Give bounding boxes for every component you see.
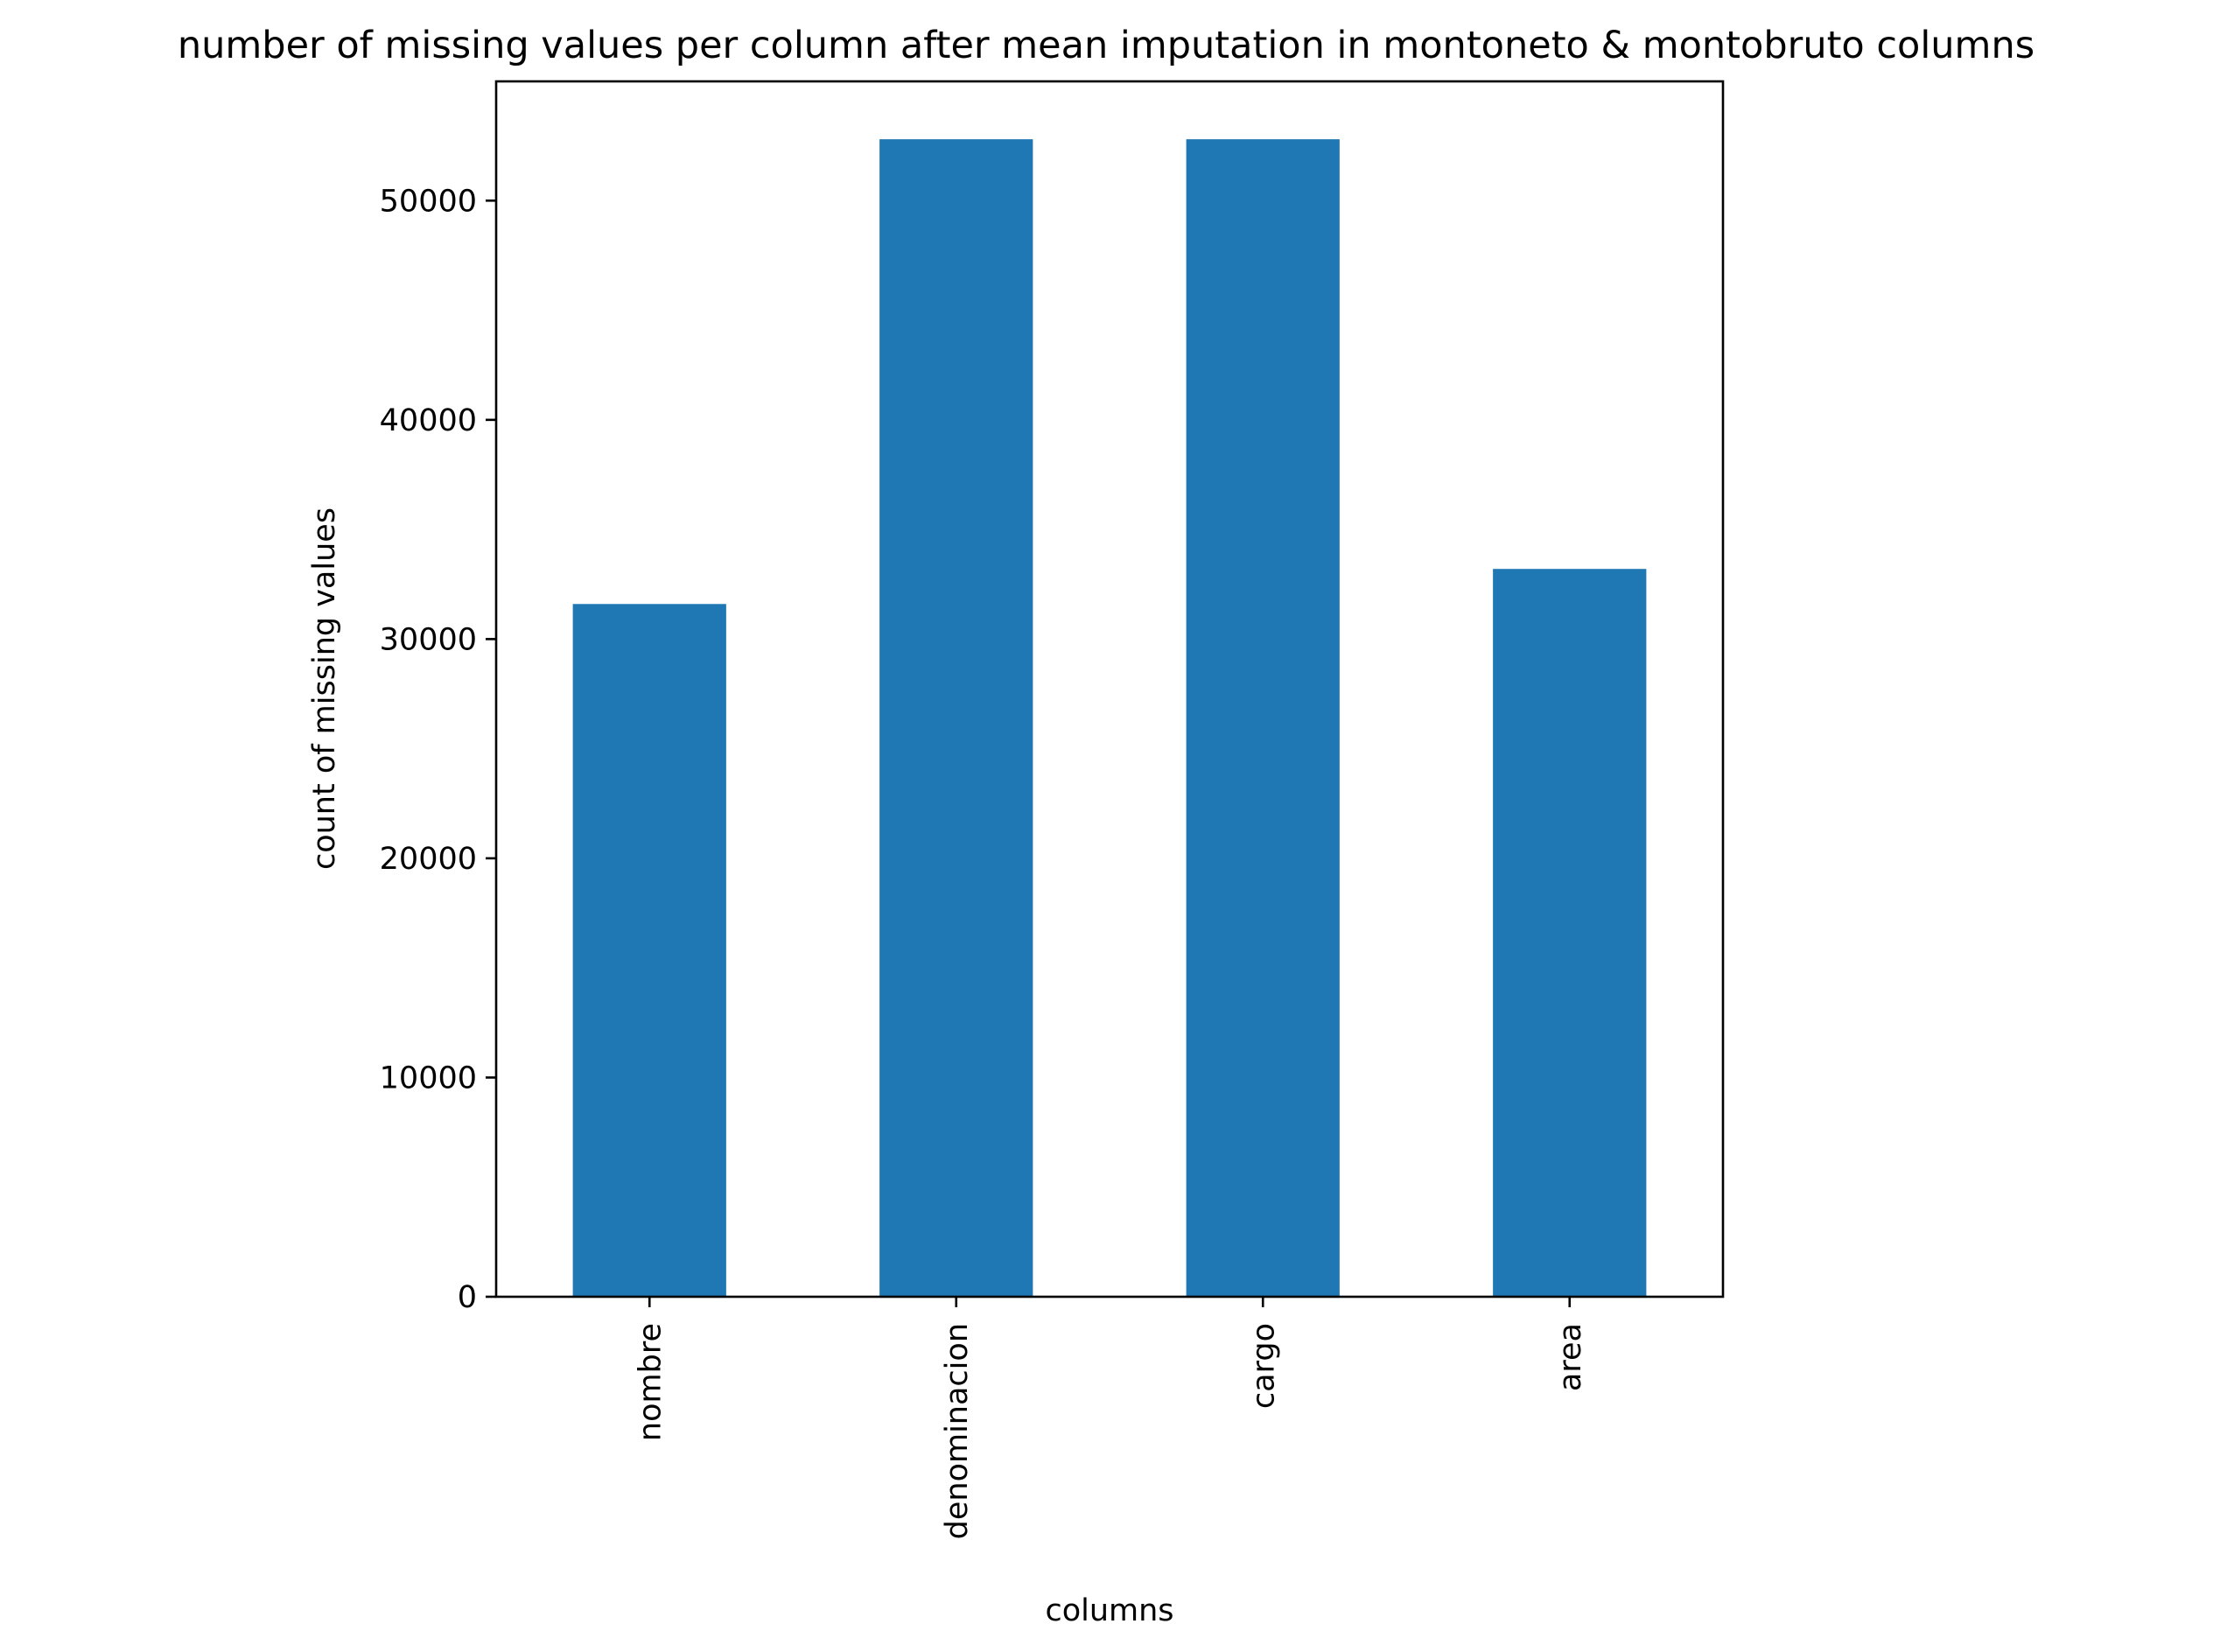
plot-frame [494,80,1725,1298]
x-tick-label: nombre [633,1323,668,1441]
y-tick-label: 20000 [380,842,477,877]
bar-nombre [572,604,726,1297]
y-tick-label: 30000 [380,622,477,657]
chart-title: number of missing values per column afte… [178,24,2034,67]
x-axis-ticks: nombre denominacion cargo area [633,1297,1588,1539]
bar-cargo [1186,139,1340,1298]
y-tick-label: 10000 [380,1060,477,1096]
y-tick-label: 50000 [380,184,477,219]
x-tick-label: cargo [1246,1323,1281,1409]
x-tick-label: denominacion [940,1323,975,1539]
bar-area [1493,569,1647,1297]
bars-group [572,139,1647,1298]
bar-denominacion [879,139,1033,1298]
x-tick-label: area [1553,1323,1588,1391]
y-axis-label: count of missing values [307,508,342,870]
y-axis-ticks: 0 10000 20000 30000 40000 50000 [380,184,496,1315]
y-tick-label: 40000 [380,403,477,438]
y-tick-label: 0 [458,1280,477,1315]
x-axis-label: columns [1045,1593,1173,1628]
